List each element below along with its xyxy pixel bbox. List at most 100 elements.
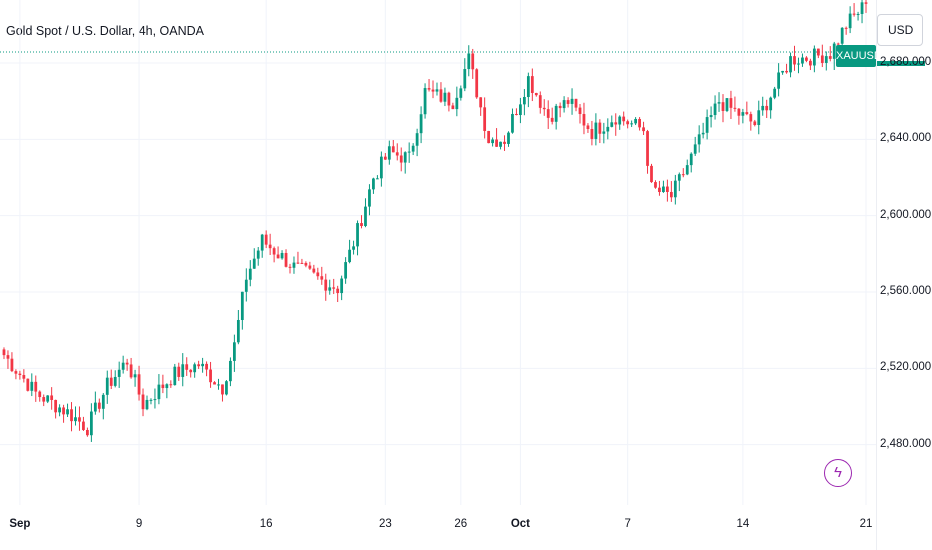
candle-up [789, 56, 792, 73]
candle-up [848, 13, 852, 29]
candle-down [495, 139, 498, 147]
candle-up [280, 252, 284, 259]
candle-up [356, 223, 359, 247]
y-tick-label: 2,640.000 [880, 132, 932, 145]
candle-down [42, 397, 46, 402]
candle-down [558, 105, 562, 109]
y-tick-label: 2,480.000 [880, 437, 932, 450]
candle-down [26, 378, 30, 391]
candle-up [860, 2, 864, 15]
candle-down [62, 407, 65, 415]
candles [2, 0, 868, 442]
candle-down [487, 130, 491, 144]
x-tick-label: 23 [378, 518, 392, 530]
candle-up [769, 97, 773, 111]
candle-up [411, 145, 415, 152]
candle-down [515, 113, 518, 116]
candle-up [372, 178, 375, 190]
candle-down [296, 262, 300, 264]
candle-down [268, 244, 272, 249]
candle-up [741, 112, 745, 116]
candle-up [387, 146, 391, 160]
candle-down [304, 262, 308, 266]
candle-down [793, 56, 796, 65]
candle-up [157, 384, 161, 400]
currency-button[interactable]: USD [877, 14, 923, 46]
candle-down [681, 174, 685, 176]
candle-up [797, 63, 800, 65]
candle-up [673, 180, 677, 198]
candle-up [840, 27, 844, 44]
candle-up [340, 278, 344, 294]
candle-up [630, 123, 634, 125]
candle-up [467, 53, 471, 70]
candle-down [864, 2, 868, 4]
candle-down [503, 141, 506, 144]
candle-up [236, 319, 240, 343]
candle-down [431, 89, 435, 92]
candle-up [89, 411, 93, 436]
candle-down [745, 112, 749, 115]
candle-up [705, 117, 709, 133]
candle-up [344, 262, 348, 279]
candle-down [614, 122, 618, 125]
x-tick-label: Oct [510, 518, 530, 530]
candle-down [729, 98, 733, 108]
candle-down [324, 279, 328, 291]
candle-down [288, 266, 292, 268]
candle-up [368, 189, 371, 207]
candle-up [328, 287, 332, 291]
candle-up [348, 249, 351, 263]
candle-down [574, 98, 578, 108]
candle-down [14, 371, 18, 374]
candle-up [693, 144, 697, 154]
candle-down [209, 369, 212, 383]
candle-up [757, 110, 761, 126]
candle-down [185, 364, 189, 370]
candle-down [137, 374, 141, 395]
candle-up [256, 250, 260, 259]
candle-up [379, 156, 383, 179]
candle-down [213, 382, 216, 385]
candle-up [594, 122, 598, 139]
candle-down [550, 117, 554, 122]
candle-up [153, 399, 157, 401]
candle-up [260, 234, 264, 251]
lightning-bolt-icon[interactable]: ϟ [824, 459, 852, 487]
candle-up [46, 395, 50, 402]
candle-up [812, 48, 816, 66]
candle-down [650, 165, 653, 183]
candle-down [665, 186, 669, 192]
candle-down [598, 122, 602, 134]
candle-down [38, 391, 42, 398]
candle-down [221, 384, 224, 395]
candle-up [193, 364, 197, 373]
grid-lines [0, 0, 876, 505]
x-tick-label: 26 [454, 518, 468, 530]
candle-up [570, 98, 574, 104]
candle-down [546, 109, 550, 118]
candle-up [519, 104, 522, 116]
candle-up [562, 100, 566, 109]
candle-down [300, 262, 304, 264]
candle-down [336, 288, 340, 294]
candle-up [781, 70, 784, 73]
candle-up [407, 151, 411, 153]
y-tick-label: 2,560.000 [880, 284, 932, 297]
candle-down [332, 287, 336, 289]
candle-up [773, 88, 777, 98]
last-price-marker [877, 61, 925, 66]
candle-up [133, 374, 137, 378]
candle-up [777, 72, 781, 89]
candle-up [403, 152, 407, 163]
candle-down [582, 114, 586, 126]
candle-down [264, 234, 268, 245]
candle-down [54, 399, 58, 413]
x-tick-label: 21 [859, 518, 873, 530]
candle-up [801, 57, 804, 64]
candle-up [634, 118, 638, 124]
candle-up [181, 364, 185, 377]
candle-down [316, 272, 320, 277]
candle-down [654, 182, 657, 188]
